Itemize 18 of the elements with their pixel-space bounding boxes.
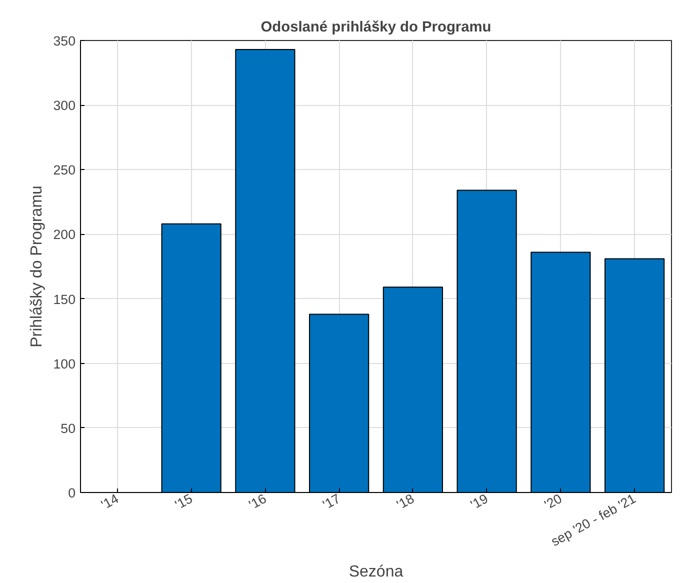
x-tick-label: '20 <box>542 490 564 512</box>
x-tick-label: '16 <box>246 490 269 512</box>
y-tick-label: 100 <box>53 356 76 372</box>
y-tick-label: 150 <box>53 292 76 307</box>
y-tick-label: 200 <box>53 227 76 242</box>
y-tick-label: 50 <box>60 420 76 436</box>
x-axis-title: Sezóna <box>348 564 404 581</box>
chart-title: Odoslané prihlášky do Programu <box>260 20 492 36</box>
x-tick-label: '15 <box>172 490 195 512</box>
x-tick-label: '14 <box>98 490 122 512</box>
y-tick-label: 0 <box>68 486 76 500</box>
y-tick-label: 250 <box>53 162 76 178</box>
x-tick-label: '17 <box>320 490 343 512</box>
x-tick-label: '18 <box>394 490 417 512</box>
y-tick-label: 300 <box>53 98 76 114</box>
x-tick-label: '19 <box>468 490 490 512</box>
y-tick-label: 350 <box>53 34 76 48</box>
y-axis-title: Prihlášky do Programu <box>28 186 46 348</box>
